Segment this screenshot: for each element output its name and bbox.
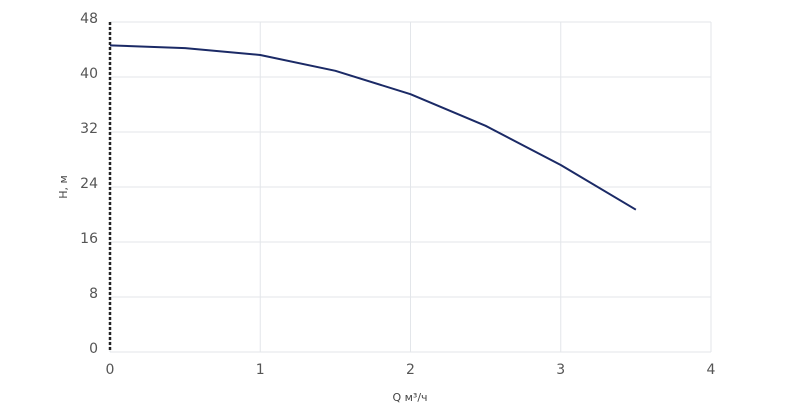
- y-tick-label: 16: [80, 231, 98, 247]
- x-tick-label: 0: [106, 362, 115, 378]
- y-tick-label: 40: [80, 66, 98, 82]
- y-tick-label: 32: [80, 121, 98, 137]
- x-tick-label: 3: [556, 362, 565, 378]
- line-series: [109, 44, 637, 211]
- x-tick-label: 1: [256, 362, 265, 378]
- y-tick-label: 8: [89, 286, 98, 302]
- y-tick-label: 0: [89, 341, 98, 357]
- x-tick-label: 4: [707, 362, 716, 378]
- y-axis-title: H, м: [57, 175, 70, 199]
- x-tick-label: 2: [406, 362, 415, 378]
- x-axis-title: Q м³/ч: [392, 391, 427, 404]
- y-tick-label: 24: [80, 176, 98, 192]
- y-tick-label: 48: [80, 11, 98, 27]
